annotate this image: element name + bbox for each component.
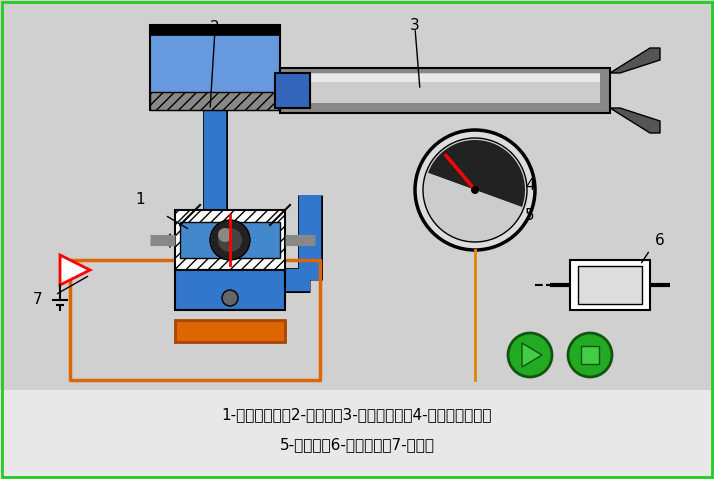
- Circle shape: [568, 333, 612, 377]
- Text: 4: 4: [526, 178, 535, 193]
- Bar: [581, 346, 599, 364]
- Bar: [280, 73, 600, 103]
- Wedge shape: [425, 173, 522, 240]
- Circle shape: [423, 138, 527, 242]
- Text: 5: 5: [526, 207, 535, 223]
- Circle shape: [218, 228, 232, 242]
- Text: 5-电位器；6-步进电机；7-放大器: 5-电位器；6-步进电机；7-放大器: [279, 437, 435, 453]
- Bar: [570, 260, 650, 310]
- Bar: [578, 266, 642, 304]
- Polygon shape: [522, 343, 542, 367]
- Text: 3: 3: [410, 18, 420, 33]
- Polygon shape: [610, 108, 660, 133]
- Circle shape: [508, 333, 552, 377]
- Bar: [280, 68, 610, 113]
- Text: 1: 1: [135, 193, 145, 207]
- Circle shape: [210, 220, 250, 260]
- Bar: [150, 25, 280, 110]
- Circle shape: [415, 130, 535, 250]
- Circle shape: [222, 290, 238, 306]
- Bar: [150, 92, 280, 110]
- Bar: [175, 270, 285, 310]
- Bar: [180, 222, 280, 258]
- Circle shape: [471, 186, 479, 194]
- Bar: [275, 73, 310, 108]
- Text: 6: 6: [655, 232, 665, 248]
- Polygon shape: [610, 48, 660, 73]
- Text: 7: 7: [33, 293, 43, 308]
- Bar: [0, 390, 714, 479]
- Bar: [175, 320, 285, 342]
- Circle shape: [218, 228, 242, 252]
- Text: 1-电液伺服阀；2-液压缸；3-机械手手臂；4-齿轮齿条机构；: 1-电液伺服阀；2-液压缸；3-机械手手臂；4-齿轮齿条机构；: [222, 408, 492, 422]
- Bar: [280, 68, 610, 113]
- Text: 2: 2: [210, 20, 220, 35]
- Bar: [280, 74, 600, 82]
- Bar: [150, 25, 280, 35]
- Wedge shape: [428, 140, 525, 207]
- Bar: [175, 210, 285, 270]
- Polygon shape: [60, 255, 90, 285]
- Bar: [280, 75, 310, 105]
